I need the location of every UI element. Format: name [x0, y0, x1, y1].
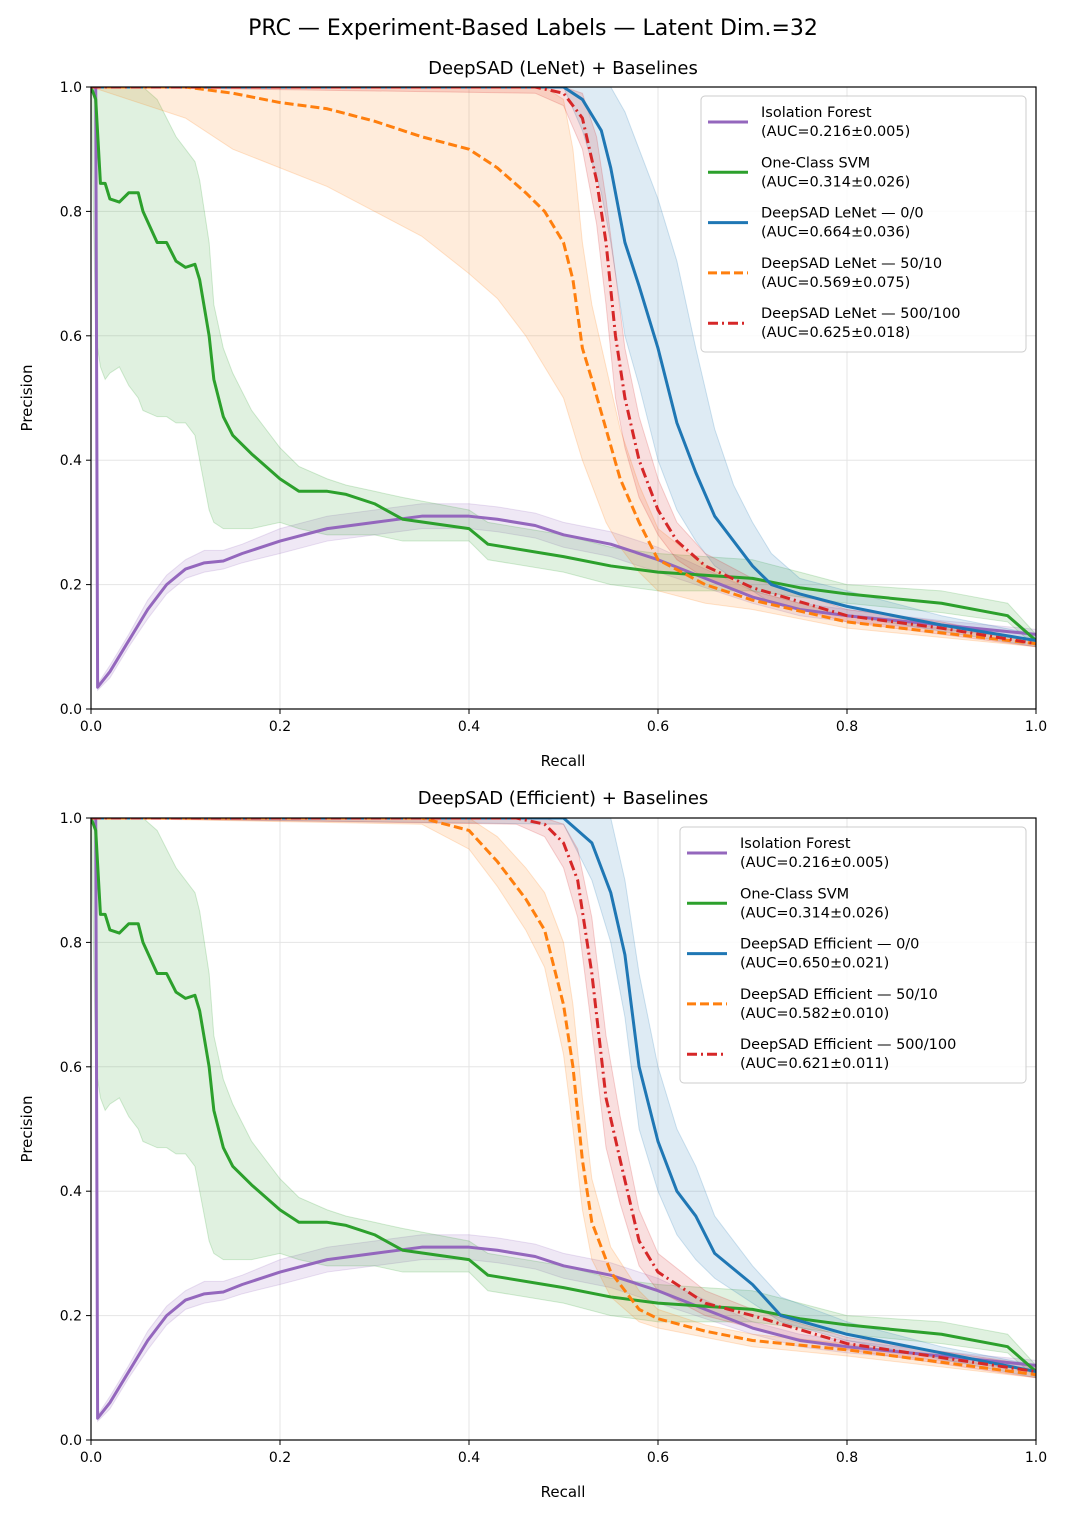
series-band [91, 87, 1036, 648]
legend: Isolation Forest (AUC=0.216±0.005) One-Cla… [679, 826, 1027, 1084]
legend-label: DeepSAD Efficient — 500/100 [740, 1037, 956, 1053]
x-axis-label: Recall [541, 1483, 586, 1501]
figure-title: PRC — Experiment-Based Labels — Latent D… [248, 16, 818, 41]
x-tick-label: 0.8 [836, 719, 858, 735]
legend-box [700, 95, 1027, 353]
series-line [91, 818, 1036, 1420]
plot-area [91, 87, 1036, 692]
legend-label: One-Class SVM [740, 886, 849, 902]
legend-label: Isolation Forest [740, 836, 851, 852]
legend-label: Isolation Forest [761, 105, 872, 121]
legend-label: DeepSAD LeNet — 50/10 [761, 256, 942, 272]
subplot-lenet: DeepSAD (LeNet) + Baselines Recall Preci… [18, 58, 1047, 770]
subplot-title: DeepSAD (Efficient) + Baselines [418, 788, 709, 809]
subplot-efficient: DeepSAD (Efficient) + Baselines Recall P… [18, 788, 1047, 1501]
y-tick-label: 1.0 [60, 80, 82, 96]
legend-label: DeepSAD Efficient — 0/0 [740, 937, 919, 953]
x-tick-label: 0.2 [269, 1450, 291, 1466]
y-tick-label: 0.0 [60, 702, 82, 718]
y-axis-label: Precision [18, 365, 36, 432]
subplot-title: DeepSAD (LeNet) + Baselines [428, 58, 698, 79]
legend-label: DeepSAD LeNet — 500/100 [761, 306, 961, 322]
y-tick-label: 0.6 [60, 329, 82, 345]
series-line [91, 818, 1036, 1374]
y-tick-label: 1.0 [60, 811, 82, 827]
y-tick-label: 0.2 [60, 578, 82, 594]
legend-auc: (AUC=0.582±0.010) [740, 1006, 889, 1022]
series-band [91, 818, 1036, 1379]
legend-auc: (AUC=0.216±0.005) [761, 124, 910, 140]
series-band [91, 818, 1036, 1379]
y-tick-label: 0.2 [60, 1309, 82, 1325]
x-axis-label: Recall [541, 752, 586, 770]
legend-auc: (AUC=0.216±0.005) [740, 855, 889, 871]
legend-auc: (AUC=0.650±0.021) [740, 956, 889, 972]
x-tick-label: 1.0 [1025, 1450, 1047, 1466]
series-line [91, 87, 1036, 643]
y-tick-label: 0.8 [60, 935, 82, 951]
y-tick-label: 0.8 [60, 204, 82, 220]
x-tick-label: 0.0 [80, 1450, 102, 1466]
series-line [91, 818, 1036, 1373]
legend-label: DeepSAD Efficient — 50/10 [740, 987, 938, 1003]
axes-frame [90, 817, 1037, 1441]
series-band [91, 87, 1036, 648]
series-band [91, 87, 1036, 692]
x-tick-label: 0.2 [269, 719, 291, 735]
plot-area [91, 818, 1036, 1423]
y-tick-label: 0.6 [60, 1060, 82, 1076]
x-tick-label: 0.8 [836, 1450, 858, 1466]
legend-box [679, 826, 1027, 1084]
series-band [91, 87, 1036, 648]
legend: Isolation Forest (AUC=0.216±0.005) One-Cla… [700, 95, 1027, 353]
x-tick-label: 1.0 [1025, 719, 1047, 735]
legend-auc: (AUC=0.314±0.026) [740, 905, 889, 921]
x-tick-label: 0.0 [80, 719, 102, 735]
series-line [91, 818, 1036, 1374]
series-band [91, 818, 1036, 1423]
series-line [91, 87, 1036, 646]
series-band [91, 87, 1036, 648]
y-tick-label: 0.4 [60, 1184, 82, 1200]
series-line [91, 87, 1036, 689]
y-tick-label: 0.4 [60, 453, 82, 469]
series-band [91, 818, 1036, 1379]
y-axis-label: Precision [18, 1096, 36, 1163]
series-band [91, 818, 1036, 1379]
axes-frame [90, 86, 1037, 710]
x-tick-label: 0.4 [458, 719, 480, 735]
y-tick-label: 0.0 [60, 1433, 82, 1449]
series-line [91, 87, 1036, 642]
x-tick-label: 0.6 [647, 1450, 669, 1466]
x-tick-label: 0.4 [458, 1450, 480, 1466]
x-tick-label: 0.6 [647, 719, 669, 735]
legend-auc: (AUC=0.569±0.075) [761, 275, 910, 291]
legend-auc: (AUC=0.621±0.011) [740, 1056, 889, 1072]
legend-auc: (AUC=0.625±0.018) [761, 325, 910, 341]
legend-auc: (AUC=0.664±0.036) [761, 225, 910, 241]
series-line [91, 87, 1036, 646]
legend-label: One-Class SVM [761, 155, 870, 171]
legend-label: DeepSAD LeNet — 0/0 [761, 206, 924, 222]
series-line [91, 818, 1036, 1377]
legend-auc: (AUC=0.314±0.026) [761, 174, 910, 190]
